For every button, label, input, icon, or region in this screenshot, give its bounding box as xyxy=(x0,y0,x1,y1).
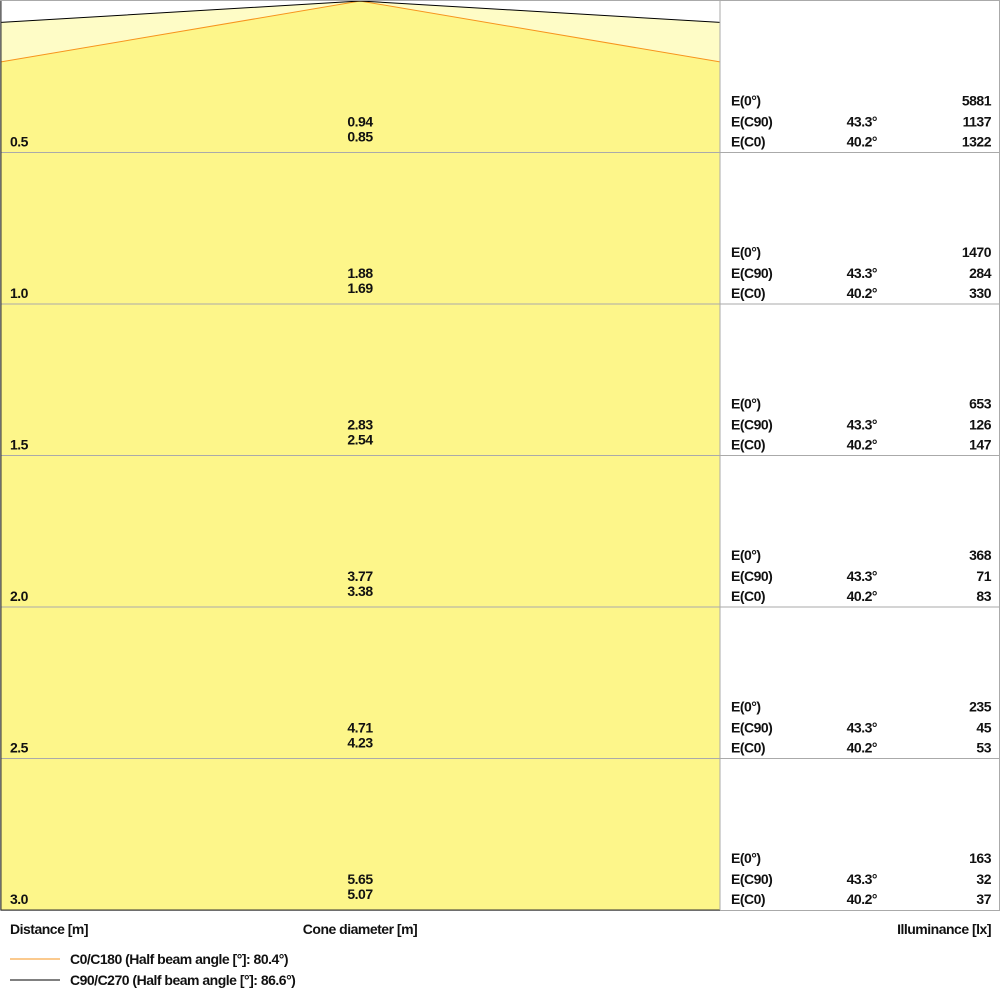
ec0-value: 53 xyxy=(976,740,991,756)
x-axis-title: Cone diameter [m] xyxy=(303,921,417,937)
ec90-value: 71 xyxy=(976,568,991,584)
ec0-angle: 40.2° xyxy=(847,740,877,756)
cone-diameter-c90: 5.65 xyxy=(347,871,373,887)
e0-value: 5881 xyxy=(962,93,992,109)
ec0-value: 1322 xyxy=(962,134,992,150)
distance-label: 2.0 xyxy=(10,588,29,604)
e0-value: 163 xyxy=(969,850,992,866)
cone-diameter-c0: 2.54 xyxy=(347,432,373,448)
ec90-label: E(C90) xyxy=(731,871,772,887)
ec0-label: E(C0) xyxy=(731,134,765,150)
ec0-label: E(C0) xyxy=(731,588,765,604)
cone-diameter-c0: 4.23 xyxy=(347,735,373,751)
ec0-label: E(C0) xyxy=(731,891,765,907)
e0-label: E(0°) xyxy=(731,396,761,412)
cone-diameter-c0: 3.38 xyxy=(347,583,373,599)
distance-label: 0.5 xyxy=(10,134,29,150)
e0-label: E(0°) xyxy=(731,547,761,563)
ec90-label: E(C90) xyxy=(731,417,772,433)
ec0-label: E(C0) xyxy=(731,740,765,756)
cone-diameter-c0: 0.85 xyxy=(347,129,373,145)
ec0-value: 83 xyxy=(976,588,991,604)
cone-diameter-c90: 4.71 xyxy=(347,720,373,736)
ec0-label: E(C0) xyxy=(731,437,765,453)
ec90-value: 1137 xyxy=(963,114,992,130)
distance-label: 1.0 xyxy=(10,285,29,301)
ec0-angle: 40.2° xyxy=(847,134,877,150)
ec90-value: 32 xyxy=(976,871,991,887)
ec90-label: E(C90) xyxy=(731,568,772,584)
cone-diameter-c90: 3.77 xyxy=(347,568,373,584)
ec90-value: 126 xyxy=(969,417,992,433)
ec0-value: 147 xyxy=(969,437,992,453)
ec90-angle: 43.3° xyxy=(847,417,877,433)
ec90-label: E(C90) xyxy=(731,720,772,736)
ec90-angle: 43.3° xyxy=(847,871,877,887)
e0-label: E(0°) xyxy=(731,850,761,866)
legend-entry: C0/C180 (Half beam angle [°]: 80.4°) xyxy=(70,951,288,967)
ec0-label: E(C0) xyxy=(731,285,765,301)
cone-diameter-c90: 2.83 xyxy=(347,417,373,433)
ec90-angle: 43.3° xyxy=(847,114,877,130)
cone-diameter-c0: 1.69 xyxy=(347,280,373,296)
ec0-angle: 40.2° xyxy=(847,285,877,301)
ec90-value: 45 xyxy=(976,720,991,736)
ec90-angle: 43.3° xyxy=(847,720,877,736)
distance-label: 2.5 xyxy=(10,740,29,756)
e0-label: E(0°) xyxy=(731,244,761,260)
e0-value: 235 xyxy=(969,699,992,715)
e0-label: E(0°) xyxy=(731,93,761,109)
ec90-angle: 43.3° xyxy=(847,265,877,281)
ec0-value: 37 xyxy=(976,891,991,907)
ec0-value: 330 xyxy=(969,285,992,301)
legend-entry: C90/C270 (Half beam angle [°]: 86.6°) xyxy=(70,972,295,988)
ec0-angle: 40.2° xyxy=(847,437,877,453)
distance-label: 3.0 xyxy=(10,891,29,907)
ec0-angle: 40.2° xyxy=(847,891,877,907)
e0-value: 1470 xyxy=(962,244,992,260)
ec90-label: E(C90) xyxy=(731,114,772,130)
distance-label: 1.5 xyxy=(10,437,29,453)
ec0-angle: 40.2° xyxy=(847,588,877,604)
cone-diameter-c90: 1.88 xyxy=(347,265,373,281)
cone-diameter-c0: 5.07 xyxy=(347,886,373,902)
e0-value: 653 xyxy=(969,396,992,412)
ec90-value: 284 xyxy=(969,265,992,281)
cone-diameter-c90: 0.94 xyxy=(347,114,373,130)
ec90-label: E(C90) xyxy=(731,265,772,281)
ec90-angle: 43.3° xyxy=(847,568,877,584)
y-axis-title: Distance [m] xyxy=(10,921,88,937)
illuminance-title: Illuminance [lx] xyxy=(897,921,991,937)
e0-label: E(0°) xyxy=(731,699,761,715)
e0-value: 368 xyxy=(969,547,992,563)
